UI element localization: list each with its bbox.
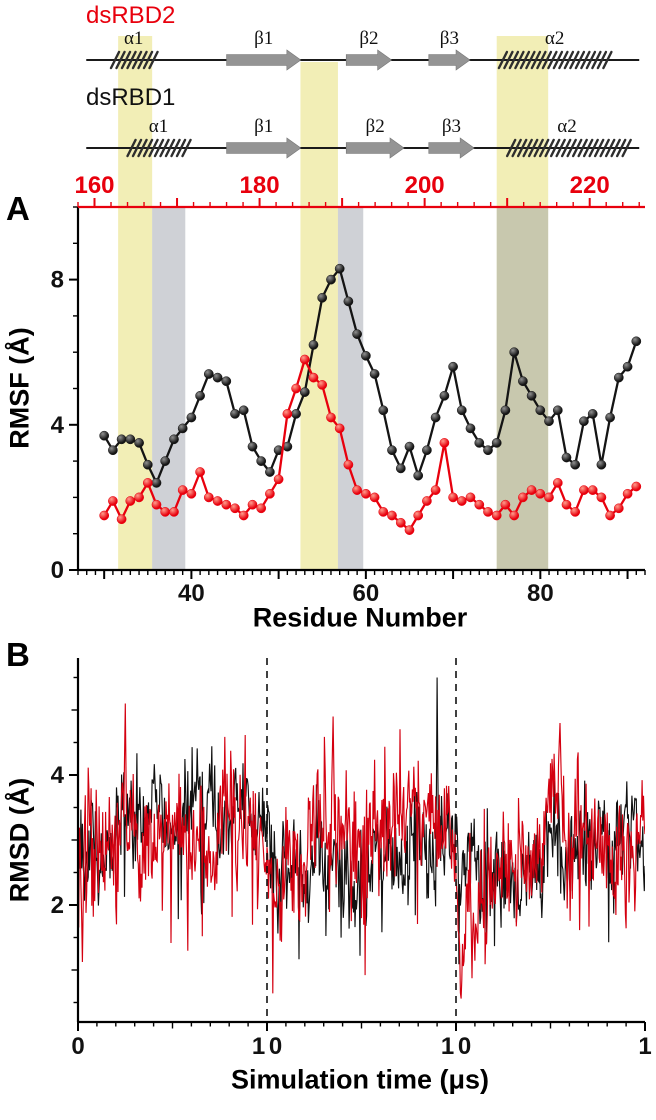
panel-b-x-axis-title: Simulation time (μs) [230,1064,490,1095]
panel-a-y-axis-title: RMSF (Å) [4,327,35,449]
svg-text:0: 0 [458,1033,471,1060]
highlight-bands-layer [118,36,549,570]
topology-element-label: β3 [440,28,459,49]
highlight-band [337,207,364,570]
svg-text:1: 1 [252,1033,265,1060]
strand-arrow-glyph [226,137,302,159]
panel-b-y-axis-title: RMSD (Å) [4,777,35,903]
panel-a-letter: A [6,190,30,227]
secondary-structure-diagram: α1 β1 β2 β3 α2 α1 β1 β2 β3 α2 [86,28,640,159]
strand-arrow-glyph [428,49,471,71]
highlight-band [496,36,549,570]
helix-glyph [126,138,192,158]
svg-text:1: 1 [638,1033,651,1060]
svg-text:0: 0 [51,557,64,584]
svg-text:80: 80 [527,580,554,607]
svg-text:180: 180 [240,172,280,199]
topology-element-label: β3 [442,116,461,137]
topology-element-label: β1 [254,28,273,49]
rmsf-series-dsrbd1-markers [99,263,642,488]
svg-text:4: 4 [51,762,65,789]
topology-element-label: α2 [545,28,564,49]
rmsd-series-dsrbd2-trace [78,703,645,999]
svg-text:60: 60 [353,580,380,607]
strand-arrow-glyph [226,49,302,71]
helix-glyph [497,50,613,70]
strand-arrow-glyph [345,49,393,71]
svg-text:8: 8 [51,267,64,294]
panel-a-x-axis-title: Residue Number [252,602,468,633]
dsrbd2-label: dsRBD2 [86,2,176,29]
topology-element-label: β2 [359,28,378,49]
strand-arrow-glyph [428,137,475,159]
svg-text:2: 2 [51,892,64,919]
helix-glyph [109,50,159,70]
topology-element-label: β2 [366,116,385,137]
panel-b-rmsd-chart: 240 1 0 1 0 1 [51,658,652,1060]
panel-a-rmsf-chart: 0 4 8 40 60 80 160 180 200 220 [51,172,646,607]
topology-element-label: α1 [124,28,143,49]
highlight-band [496,207,549,570]
topology-element-label: α2 [557,116,576,137]
strand-arrow-glyph [345,137,405,159]
svg-text:0: 0 [71,1033,84,1060]
helix-glyph [505,138,632,158]
svg-text:0: 0 [269,1033,282,1060]
svg-text:200: 200 [405,172,445,199]
highlight-band [152,207,186,570]
svg-text:4: 4 [51,412,65,439]
highlight-band [118,36,153,570]
rmsd-series-dsrbd1-trace [78,677,645,965]
svg-text:220: 220 [570,172,610,199]
svg-text:40: 40 [178,580,205,607]
svg-text:160: 160 [74,172,114,199]
panel-b-letter: B [6,636,30,673]
topology-element-label: β1 [254,116,273,137]
dsrbd1-label: dsRBD1 [86,84,176,111]
topology-element-label: α1 [149,116,168,137]
rmsf-series-dsrbd2-markers [99,354,642,535]
svg-text:1: 1 [441,1033,454,1060]
